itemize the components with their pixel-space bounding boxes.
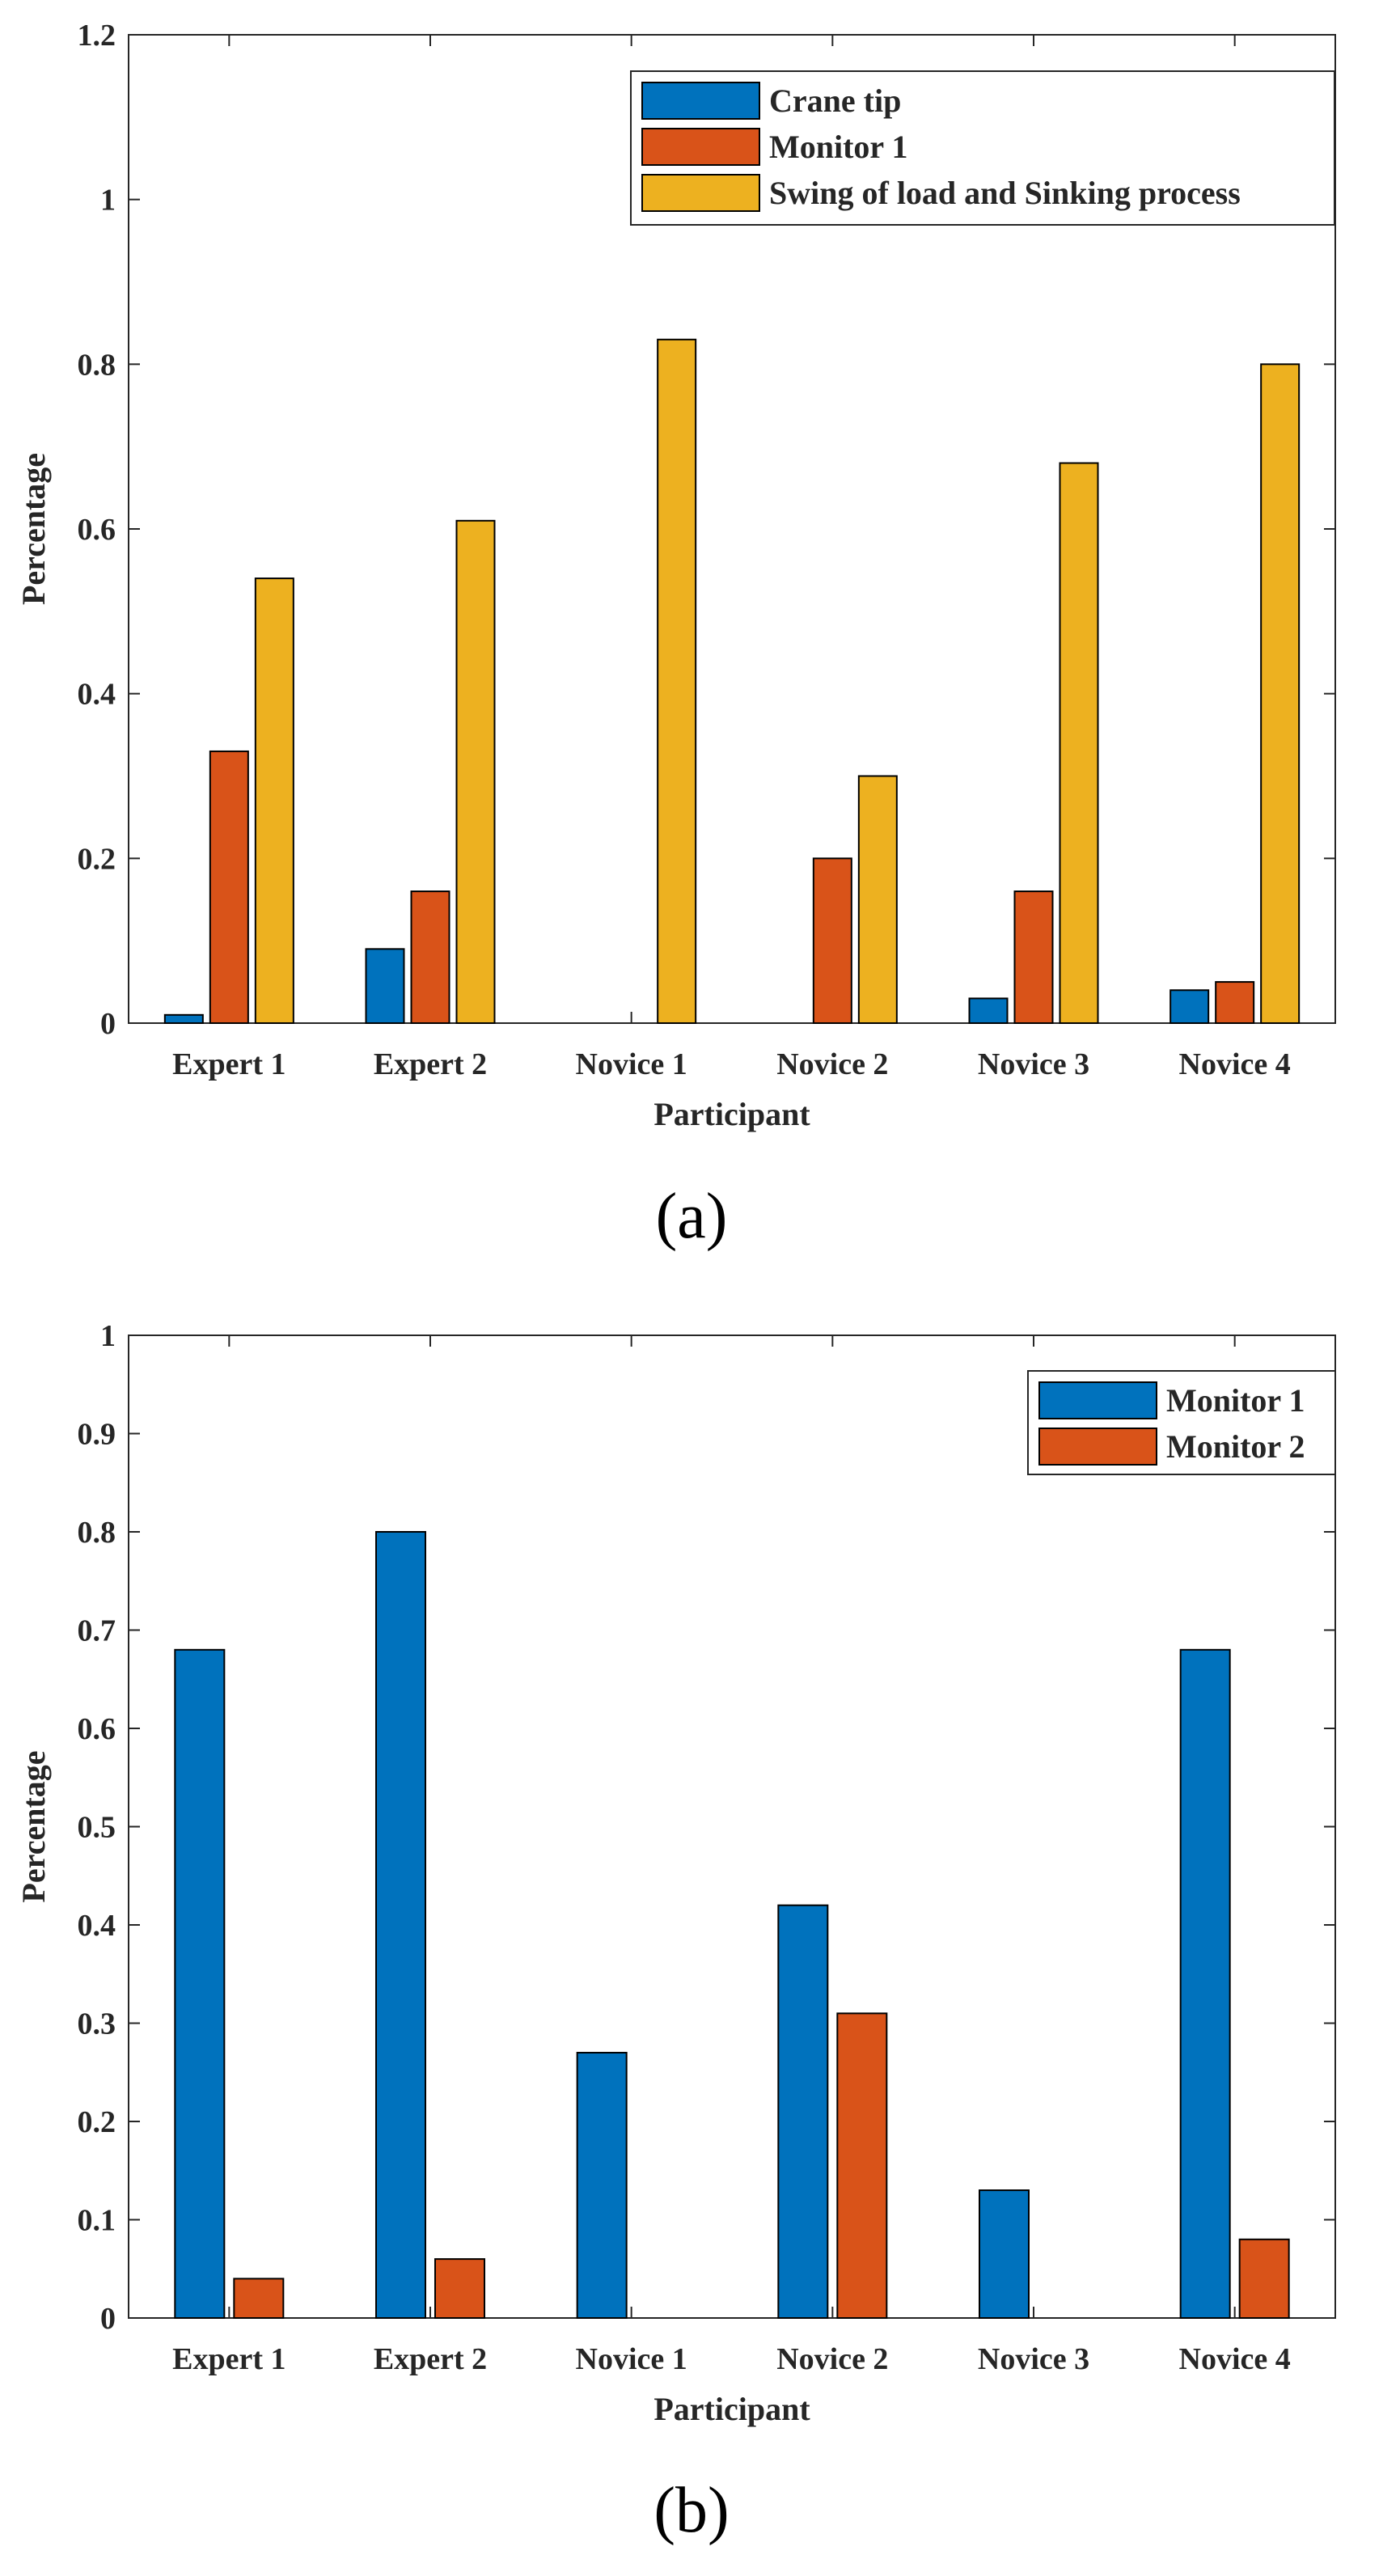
y-tick-label: 0.8	[78, 1516, 116, 1550]
bar-monitor-1-0	[174, 1648, 226, 2320]
plot-area	[128, 1335, 1336, 2319]
y-tick-label: 0.4	[78, 1909, 116, 1943]
bar-monitor-1-3	[812, 857, 852, 1025]
bar-monitor-1-4	[1013, 890, 1054, 1024]
bar-crane-tip-0	[163, 1013, 204, 1024]
x-tick-label: Novice 4	[1179, 1047, 1291, 1081]
bar-swing-of-load-and-sinking-process-5	[1260, 363, 1301, 1025]
bar-swing-of-load-and-sinking-process-1	[455, 519, 496, 1024]
bar-monitor-1-5	[1179, 1648, 1231, 2320]
bar-monitor-2-5	[1238, 2238, 1290, 2320]
x-tick-label: Expert 2	[374, 1047, 487, 1081]
y-tick-label: 1	[100, 1319, 116, 1353]
bar-crane-tip-4	[968, 997, 1009, 1024]
bar-monitor-1-1	[375, 1531, 426, 2319]
x-tick-label: Novice 1	[576, 2342, 687, 2376]
legend-swatch	[1038, 1381, 1157, 1419]
x-tick-label: Novice 3	[978, 1047, 1089, 1081]
y-tick-label: 0.2	[78, 2105, 116, 2139]
y-tick-label: 0.7	[78, 1614, 116, 1648]
bar-swing-of-load-and-sinking-process-4	[1059, 462, 1099, 1024]
y-tick-label: 1	[100, 184, 116, 218]
x-tick-label: Expert 2	[374, 2342, 487, 2376]
bar-monitor-1-5	[1215, 981, 1255, 1025]
y-tick-label: 0.1	[78, 2204, 116, 2238]
bar-monitor-1-4	[979, 2189, 1030, 2320]
y-tick-label: 0.4	[78, 678, 116, 712]
x-tick-label: Expert 1	[172, 2342, 285, 2376]
bar-monitor-1-2	[576, 2051, 628, 2319]
panel-caption: (a)	[656, 1181, 728, 1252]
chart-panel-a: 0 0.2 0.4 0.6 0.8 1 1.2 Expert 1 Expert 2 Novice …	[15, 19, 1336, 1252]
panel-caption: (b)	[653, 2475, 729, 2546]
legend-swatch	[1038, 1428, 1157, 1466]
legend: Monitor 1 Monitor 2	[1027, 1370, 1336, 1475]
x-tick-label: Expert 1	[172, 1047, 285, 1081]
x-tick-label: Novice 3	[978, 2342, 1089, 2376]
legend-entry-label: Monitor 2	[1166, 1428, 1305, 1465]
y-tick-label: 0.2	[78, 842, 116, 876]
legend-entry-label: Crane tip	[769, 82, 901, 119]
bar-monitor-2-1	[434, 2258, 485, 2320]
x-tick-label: Novice 2	[776, 2342, 888, 2376]
y-tick-label: 0.3	[78, 2007, 116, 2041]
bar-monitor-1-3	[777, 1904, 829, 2319]
legend-entry-label: Monitor 1	[1166, 1382, 1305, 1419]
x-tick-label: Novice 1	[576, 1047, 687, 1081]
bar-crane-tip-1	[365, 948, 405, 1024]
bar-swing-of-load-and-sinking-process-3	[857, 775, 898, 1024]
legend-swatch	[641, 82, 760, 120]
legend: Crane tip Monitor 1 Swing of load and Sink…	[630, 70, 1335, 226]
bar-monitor-1-0	[209, 750, 249, 1024]
y-tick-label: 0	[100, 1007, 116, 1041]
legend-swatch	[641, 174, 760, 212]
y-tick-label: 0.8	[78, 348, 116, 382]
y-tick-label: 0.6	[78, 513, 116, 547]
x-axis-label: Participant	[653, 1096, 810, 1132]
legend-entry-label: Swing of load and Sinking process	[769, 175, 1241, 211]
bar-monitor-2-0	[233, 2278, 285, 2319]
legend-swatch	[641, 128, 760, 166]
chart-panel-b: 0 0.1 0.2 0.3 0.4 0.5 0.6 0.7 0.8 0.9 1 Expert 1 Exp…	[15, 1319, 1336, 2546]
x-tick-label: Novice 2	[776, 1047, 888, 1081]
y-axis-label: Percentage	[15, 1750, 52, 1902]
x-tick-label: Novice 4	[1179, 2342, 1291, 2376]
bar-monitor-1-1	[410, 890, 450, 1024]
y-tick-label: 0.5	[78, 1811, 116, 1845]
bar-crane-tip-5	[1169, 989, 1210, 1025]
bar-monitor-2-3	[836, 2012, 888, 2320]
y-tick-label: 0.9	[78, 1418, 116, 1452]
y-axis-label: Percentage	[15, 453, 52, 605]
y-tick-label: 1.2	[78, 19, 116, 53]
bar-swing-of-load-and-sinking-process-0	[254, 577, 294, 1024]
y-tick-label: 0	[100, 2302, 116, 2336]
legend-entry-label: Monitor 1	[769, 129, 907, 165]
x-axis-label: Participant	[653, 2391, 810, 2427]
bar-swing-of-load-and-sinking-process-2	[657, 338, 697, 1024]
y-tick-label: 0.6	[78, 1712, 116, 1746]
